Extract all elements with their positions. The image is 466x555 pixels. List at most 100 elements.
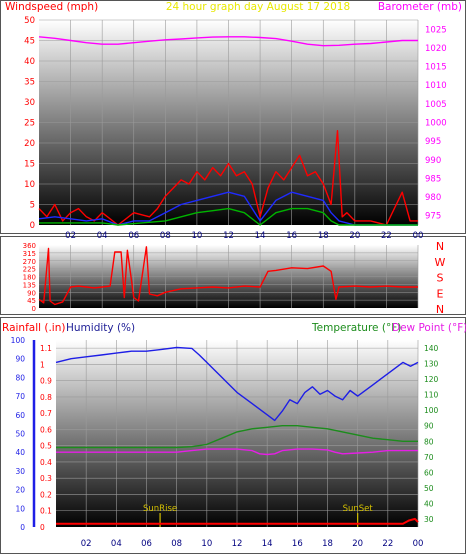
series-layer (55, 346, 419, 525)
chart-title: 24 hour graph day August 17 2018 (166, 1, 350, 13)
humidity-tick-label: 80 (15, 373, 25, 382)
compass-label: E (437, 287, 444, 300)
x-tick-label: 02 (65, 231, 76, 241)
temperature-tick-label: 90 (424, 422, 434, 431)
humidity-tick-label: 70 (15, 392, 25, 401)
windspeed-axis-ticks: 0 5 10 15 20 25 30 35 40 45 50 (24, 16, 35, 231)
sun-annotation-label: SunSet (343, 504, 374, 514)
x-tick-label: 06 (141, 539, 152, 549)
rainfall-axis-label: Rainfall (.in) (2, 322, 65, 334)
temperature-axis-ticks: 30 40 50 60 70 80 90 100 110 120 130 140 (424, 344, 439, 524)
windspeed-tick-label: 10 (24, 180, 35, 190)
x-tick-label: 16 (286, 231, 297, 241)
barometer-tick-label: 1000 (425, 119, 447, 129)
x-tick-label: 14 (262, 539, 273, 549)
barometer-tick-label: 1015 (425, 63, 447, 73)
barometer-tick-label: 1025 (425, 25, 447, 35)
grid (39, 245, 419, 308)
x-tick-label: 02 (81, 539, 92, 549)
barometer-tick-label: 995 (425, 137, 441, 147)
windspeed-tick-label: 45 (24, 37, 35, 47)
direction-tick-label: 180 (23, 274, 36, 282)
sun-annotation-label: SunRise (143, 504, 177, 514)
x-tick-label: 16 (292, 539, 303, 549)
humidity-tick-label: 50 (15, 430, 25, 439)
humidity-tick-label: 60 (15, 411, 25, 420)
direction-tick-label: 45 (27, 297, 36, 305)
direction-tick-label: 315 (23, 250, 36, 258)
barometer-tick-label: 1010 (425, 81, 447, 91)
x-tick-label: 12 (232, 539, 243, 549)
rainfall-tick-label: 0.9 (40, 377, 52, 386)
series-layer (38, 36, 418, 226)
x-tick-label: 10 (192, 231, 203, 241)
rainfall-tick-label: 0.4 (40, 458, 52, 467)
x-tick-label: 04 (111, 539, 122, 549)
compass-label: N (436, 303, 444, 316)
x-tick-label: 22 (382, 539, 393, 549)
temperature-tick-label: 60 (424, 468, 434, 477)
windspeed-average-line (38, 191, 418, 226)
temperature-tick-label: 120 (424, 375, 439, 384)
humidity-tick-label: 90 (15, 355, 25, 364)
windspeed-tick-label: 35 (24, 78, 35, 88)
temperature-tick-label: 80 (424, 437, 434, 446)
humidity-axis-label: Humidity (%) (66, 322, 135, 334)
windspeed-tick-label: 20 (24, 139, 35, 149)
rainfall-axis-ticks: 0 0.1 0.2 0.3 0.4 0.5 0.6 0.7 0.8 0.9 1 1.1 (32, 340, 52, 532)
wind-direction-line (38, 246, 418, 306)
direction-tick-label: 225 (23, 266, 36, 274)
time-axis-ticks: 02 04 06 08 10 12 14 16 18 20 22 00 (81, 539, 424, 549)
humidity-axis-ticks: 0 10 20 30 40 50 60 70 80 90 100 (11, 336, 26, 532)
x-tick-label: 08 (160, 231, 171, 241)
direction-tick-label: 0 (32, 305, 36, 313)
humidity-line (55, 346, 419, 422)
x-tick-label: 18 (318, 231, 329, 241)
barometer-tick-label: 985 (425, 174, 441, 184)
rainfall-tick-label: 1 (40, 360, 45, 369)
x-tick-label: 00 (413, 539, 424, 549)
barometer-tick-label: 990 (425, 156, 441, 166)
windspeed-tick-label: 25 (24, 119, 35, 129)
compass-label: S (437, 272, 444, 285)
x-tick-label: 18 (322, 539, 333, 549)
humidity-tick-label: 20 (15, 486, 25, 495)
x-tick-label: 10 (201, 539, 212, 549)
temperature-tick-label: 40 (424, 500, 434, 509)
rainfall-tick-label: 0.8 (40, 393, 52, 402)
rainfall-line (56, 517, 419, 525)
rainfall-tick-label: 0.2 (40, 490, 52, 499)
humidity-tick-label: 0 (20, 523, 25, 532)
windspeed-tick-label: 5 (30, 201, 35, 211)
x-tick-label: 08 (171, 539, 182, 549)
windspeed-tick-label: 40 (24, 57, 35, 67)
rainfall-tick-label: 0.6 (40, 425, 52, 434)
windspeed-axis-label: Windspeed (mph) (5, 1, 98, 13)
humidity-tick-label: 10 (15, 504, 25, 513)
x-tick-label: 04 (97, 231, 108, 241)
humidity-tick-label: 40 (15, 448, 25, 457)
x-tick-label: 06 (128, 231, 139, 241)
dew-point-line (56, 448, 418, 456)
direction-tick-label: 360 (23, 242, 36, 250)
temperature-tick-label: 140 (424, 344, 439, 353)
rainfall-tick-label: 0.3 (40, 474, 52, 483)
barometer-axis-ticks: 975 980 985 990 995 1000 1005 1010 1015 1020 1025 (425, 25, 447, 221)
compass-label: W (435, 256, 446, 269)
barometer-line (38, 36, 418, 47)
humidity-tick-label: 30 (15, 467, 25, 476)
x-tick-label: 14 (255, 231, 266, 241)
x-tick-label: 22 (381, 231, 392, 241)
barometer-axis-label: Barometer (mb) (378, 1, 462, 13)
barometer-tick-label: 1020 (425, 44, 447, 54)
temperature-tick-label: 30 (424, 515, 434, 524)
rainfall-tick-label: 0.5 (40, 442, 52, 451)
grid (56, 340, 419, 527)
dew-point-axis-label: Dew Point (°F) (392, 322, 466, 334)
rainfall-tick-label: 0 (40, 523, 45, 532)
x-tick-label: 12 (223, 231, 234, 241)
barometer-tick-label: 975 (425, 212, 441, 222)
